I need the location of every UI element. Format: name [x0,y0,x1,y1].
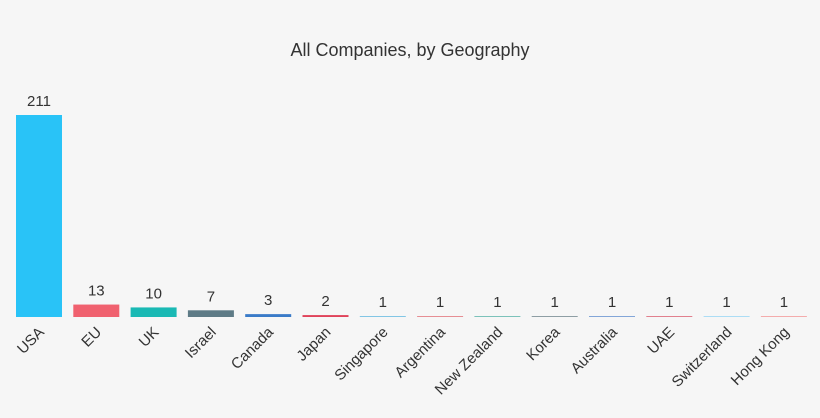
chart-title: All Companies, by Geography [290,40,529,60]
x-tick-label: Korea [523,323,564,364]
value-label: 1 [379,294,387,311]
value-label: 1 [665,294,673,311]
value-label: 2 [321,293,329,310]
bar [73,304,120,317]
value-label: 1 [780,294,788,311]
value-label: 3 [264,292,272,309]
value-label: 1 [551,294,559,311]
bar [531,316,578,317]
bar [16,115,62,317]
x-tick-label: Switzerland [669,324,736,391]
bar [589,316,635,317]
value-label: 211 [27,93,51,110]
bar [703,316,750,317]
x-tick-label: UK [136,324,163,351]
value-label: 7 [207,288,215,305]
x-tick-label: Japan [293,324,334,365]
bar [187,310,234,317]
x-tick-label: Canada [228,323,278,373]
bar [245,314,292,317]
bar [760,316,807,317]
x-tick-label: Australia [568,323,622,377]
bar [302,315,349,317]
x-tick-label: Israel [182,324,220,362]
bar [646,316,693,317]
x-tick-label: Singapore [331,324,391,384]
bar [130,307,177,317]
x-tick-label: EU [78,324,105,351]
x-tick-label: USA [14,324,48,358]
x-tick-label: Hong Kong [728,324,793,389]
x-tick-label: Argentina [391,323,449,381]
bar [474,316,521,317]
value-label: 1 [436,294,444,311]
value-label: 13 [88,283,105,300]
value-label: 1 [722,294,730,311]
x-tick-label: UAE [644,324,678,358]
bar [359,316,406,317]
value-label: 1 [493,294,501,311]
bar [417,316,464,317]
value-label: 1 [608,294,616,311]
value-label: 10 [145,285,162,302]
